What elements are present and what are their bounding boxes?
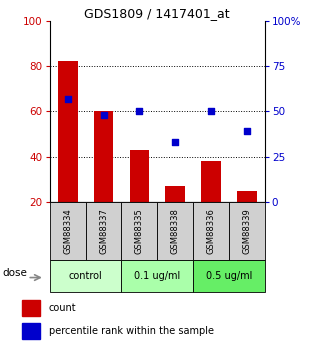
Text: GSM88334: GSM88334 xyxy=(63,208,72,254)
Bar xyxy=(22,323,40,339)
Text: 0.5 ug/ml: 0.5 ug/ml xyxy=(206,271,252,281)
Bar xyxy=(201,161,221,202)
Bar xyxy=(50,202,86,260)
Bar xyxy=(229,202,265,260)
Point xyxy=(244,128,249,134)
Bar xyxy=(193,260,265,292)
Text: GSM88338: GSM88338 xyxy=(171,208,180,254)
Text: GSM88337: GSM88337 xyxy=(99,208,108,254)
Bar xyxy=(121,260,193,292)
Point xyxy=(137,109,142,114)
Point xyxy=(209,109,214,114)
Point xyxy=(173,139,178,145)
Bar xyxy=(50,260,121,292)
Text: dose: dose xyxy=(3,268,27,278)
Point xyxy=(101,112,106,118)
Text: percentile rank within the sample: percentile rank within the sample xyxy=(48,326,213,336)
Bar xyxy=(165,186,185,202)
Text: GSM88339: GSM88339 xyxy=(242,208,251,254)
Text: control: control xyxy=(69,271,102,281)
Text: 0.1 ug/ml: 0.1 ug/ml xyxy=(134,271,180,281)
Title: GDS1809 / 1417401_at: GDS1809 / 1417401_at xyxy=(84,7,230,20)
Point xyxy=(65,96,70,101)
Bar xyxy=(86,202,121,260)
Bar xyxy=(129,150,149,202)
Bar xyxy=(157,202,193,260)
Text: count: count xyxy=(48,303,76,313)
Bar xyxy=(94,111,113,202)
Bar xyxy=(22,299,40,316)
Bar xyxy=(193,202,229,260)
Text: GSM88336: GSM88336 xyxy=(206,208,216,254)
Bar xyxy=(237,190,257,202)
Text: GSM88335: GSM88335 xyxy=(135,208,144,254)
Bar xyxy=(58,61,78,202)
Bar xyxy=(121,202,157,260)
